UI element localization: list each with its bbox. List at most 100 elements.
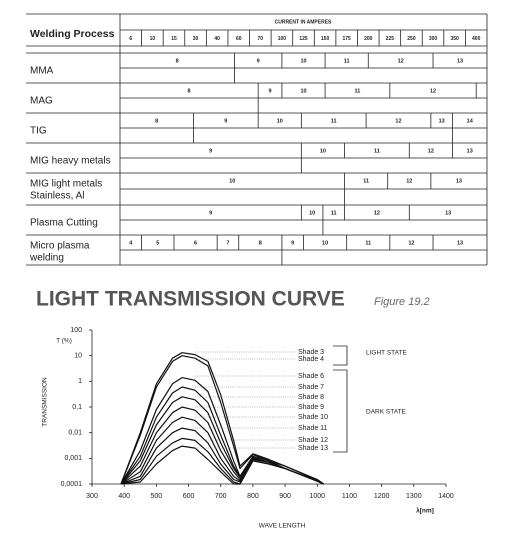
shade-number: 8	[259, 240, 262, 246]
x-tick-label: 500	[151, 493, 163, 500]
shade-number: 8	[188, 88, 191, 94]
shade-number: 12	[408, 240, 414, 246]
chart-subtitle: Figure 19.2	[374, 296, 430, 308]
annotation-dark: DARK STATE	[366, 409, 407, 416]
shade-number: 9	[209, 210, 212, 216]
current-label: 300	[429, 36, 438, 42]
current-label: 60	[236, 36, 242, 42]
current-label: 40	[214, 36, 220, 42]
shade-number: 9	[224, 118, 227, 124]
x-tick-label: 1000	[309, 493, 325, 500]
current-label: 125	[299, 36, 308, 42]
shade-number: 10	[277, 118, 283, 124]
shade-number: 10	[300, 58, 306, 64]
shade-label: Shade 10	[298, 414, 328, 421]
shade-number: 13	[457, 58, 463, 64]
shade-number: 12	[428, 148, 434, 154]
table-header-process: Welding Process	[30, 28, 115, 40]
x-tick-label: 1400	[438, 493, 454, 500]
current-label: 150	[321, 36, 330, 42]
process-label: MIG heavy metals	[30, 156, 111, 167]
x-tick-label: 600	[183, 493, 195, 500]
shade-number: 12	[395, 118, 401, 124]
shade-number: 11	[363, 178, 369, 184]
transmission-curve	[120, 355, 325, 485]
shade-number: 9	[291, 240, 294, 246]
shade-number: 7	[226, 240, 229, 246]
current-label: 175	[343, 36, 352, 42]
shade-number: 9	[269, 88, 272, 94]
current-label: 15	[171, 36, 177, 42]
current-label: 350	[450, 36, 459, 42]
y-axis-title: TRANSMISSION	[42, 377, 49, 427]
shade-label: Shade 11	[298, 425, 328, 432]
current-label: 400	[472, 36, 481, 42]
x-unit: λ[nm]	[416, 507, 434, 515]
process-label: Micro plasma	[30, 241, 90, 252]
x-tick-label: 300	[86, 493, 98, 500]
shade-number: 4	[129, 240, 133, 246]
process-label: Plasma Cutting	[30, 218, 98, 229]
y-unit: T (%)	[56, 338, 72, 345]
shade-number: 13	[439, 118, 445, 124]
shade-number: 9	[257, 58, 260, 64]
current-label: 30	[193, 36, 199, 42]
shade-number: 11	[331, 210, 337, 216]
y-tick-label: 0,01	[68, 430, 82, 437]
shade-number: 10	[309, 210, 315, 216]
y-tick-label: 0,001	[64, 455, 82, 462]
shade-number: 12	[374, 210, 380, 216]
shade-number: 6	[194, 240, 197, 246]
shade-number: 12	[406, 178, 412, 184]
shade-label: Shade 9	[298, 404, 324, 411]
process-label: Stainless, Al	[30, 191, 84, 202]
x-tick-label: 400	[118, 493, 130, 500]
shade-label: Shade 3	[298, 349, 324, 356]
annotation-light: LIGHT STATE	[366, 350, 407, 357]
shade-number: 10	[322, 240, 328, 246]
y-tick-label: 0,1	[72, 404, 82, 411]
shade-number: 5	[156, 240, 159, 246]
current-label: 100	[278, 36, 287, 42]
shade-label: Shade 8	[298, 394, 324, 401]
y-tick-label: 10	[74, 353, 82, 360]
shade-number: 10	[320, 148, 326, 154]
x-axis-title: WAVE LENGTH	[259, 523, 306, 530]
chart-title: LIGHT TRANSMISSION CURVE	[36, 288, 345, 311]
shade-number: 10	[300, 88, 306, 94]
table-header-current: CURRENT IN AMPERES	[275, 19, 332, 25]
shade-number: 12	[430, 88, 436, 94]
process-label: MIG light metals	[30, 179, 102, 190]
y-tick-label: 1	[78, 378, 82, 385]
shade-number: 13	[467, 148, 473, 154]
shade-number: 12	[398, 58, 404, 64]
x-tick-label: 700	[215, 493, 227, 500]
current-label: 6	[129, 36, 132, 42]
current-label: 10	[150, 36, 156, 42]
y-tick-label: 0,0001	[61, 481, 83, 488]
shade-number: 11	[365, 240, 371, 246]
process-label: MAG	[30, 96, 53, 107]
shade-number: 11	[344, 58, 350, 64]
light-bracket	[333, 345, 348, 366]
shade-number: 9	[209, 148, 212, 154]
x-tick-label: 1200	[374, 493, 390, 500]
current-label: 70	[258, 36, 264, 42]
shade-number: 8	[176, 58, 179, 64]
current-label: 250	[407, 36, 416, 42]
y-tick-label: 100	[70, 327, 82, 334]
shade-number: 11	[331, 118, 337, 124]
transmission-curve	[120, 445, 324, 485]
current-label: 225	[386, 36, 395, 42]
shade-label: Shade 6	[298, 373, 324, 380]
shade-number: 13	[456, 178, 462, 184]
shade-number: 11	[374, 148, 380, 154]
x-tick-label: 1100	[342, 493, 357, 500]
current-label: 200	[364, 36, 373, 42]
shade-label: Shade 13	[298, 445, 328, 452]
shade-label: Shade 7	[298, 384, 324, 391]
shade-number: 13	[445, 210, 451, 216]
x-tick-label: 1300	[406, 493, 422, 500]
